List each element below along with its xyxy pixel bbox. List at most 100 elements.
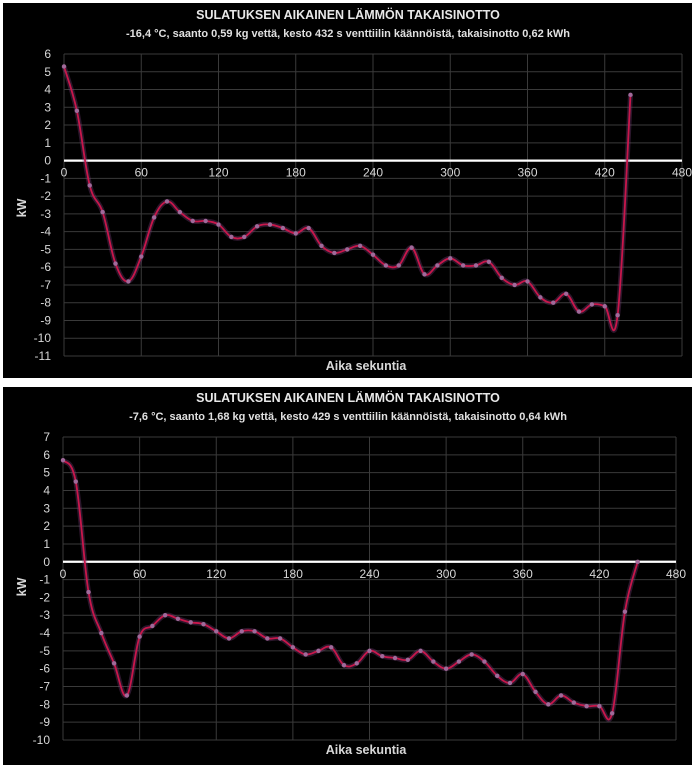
y-tick-label: -9 <box>40 313 51 327</box>
data-point <box>111 661 117 666</box>
y-tick-label: -8 <box>39 697 50 711</box>
chart-subtitle: -16,4 °C, saanto 0,59 kg vettä, kesto 43… <box>126 28 570 40</box>
data-point <box>584 703 589 709</box>
x-axis-label: Aika sekuntia <box>326 743 408 757</box>
data-point <box>499 275 504 281</box>
x-tick-label: 240 <box>363 166 383 180</box>
y-tick-label: -3 <box>40 207 51 221</box>
data-point <box>456 659 462 664</box>
y-tick-label: -4 <box>40 225 51 239</box>
data-point <box>383 263 389 268</box>
x-tick-label: 60 <box>133 567 147 581</box>
data-point <box>635 559 640 564</box>
data-point <box>188 620 193 625</box>
data-point <box>252 629 257 634</box>
x-tick-label: 120 <box>206 567 226 581</box>
data-point <box>538 295 543 300</box>
data-point <box>190 218 195 224</box>
data-point <box>354 661 359 666</box>
data-point <box>380 654 385 659</box>
data-point <box>74 108 80 114</box>
x-tick-label: 480 <box>672 166 692 180</box>
data-point <box>422 272 427 277</box>
data-point <box>290 645 296 650</box>
y-tick-label: 4 <box>44 83 51 97</box>
data-point <box>177 209 183 215</box>
y-tick-label: -10 <box>34 331 52 345</box>
y-tick-label: -6 <box>39 662 50 676</box>
x-tick-label: 180 <box>283 567 303 581</box>
data-point <box>277 636 283 641</box>
chart-title: SULATUKSEN AIKAINEN LÄMMÖN TAKAISINOTTO <box>196 7 500 22</box>
data-point <box>409 245 414 250</box>
data-point <box>576 309 582 314</box>
y-tick-label: 1 <box>44 136 51 150</box>
data-point <box>151 215 157 220</box>
chart-subtitle: -7,6 °C, saanto 1,68 kg vettä, kesto 429… <box>129 411 567 423</box>
y-tick-label: 5 <box>44 65 51 79</box>
x-axis-label: Aika sekuntia <box>326 359 408 373</box>
data-point <box>551 300 556 305</box>
data-point <box>469 652 474 657</box>
data-point <box>345 247 350 252</box>
y-axis-label: kW <box>15 577 29 596</box>
data-point <box>370 252 376 257</box>
data-point <box>242 234 247 240</box>
y-tick-label: -4 <box>39 626 50 640</box>
data-point <box>418 648 423 654</box>
data-point <box>558 693 564 698</box>
data-point <box>431 659 436 664</box>
x-tick-label: 360 <box>517 166 537 180</box>
data-point <box>61 64 67 69</box>
data-point <box>512 282 517 288</box>
y-tick-label: -5 <box>39 644 50 658</box>
data-point <box>589 302 595 307</box>
data-point <box>443 666 449 671</box>
data-point <box>60 457 66 463</box>
y-tick-label: -10 <box>33 733 51 747</box>
data-point <box>99 630 104 636</box>
y-tick-label: 5 <box>43 466 50 480</box>
series-line <box>62 459 639 721</box>
y-tick-label: 2 <box>43 519 50 533</box>
y-tick-label: -8 <box>40 296 51 310</box>
data-point <box>267 222 273 227</box>
data-point <box>124 693 130 698</box>
y-tick-label: -2 <box>40 189 51 203</box>
data-point <box>628 92 633 98</box>
data-point <box>175 616 181 621</box>
data-point <box>254 224 260 229</box>
x-tick-label: 240 <box>359 567 379 581</box>
y-tick-label: -1 <box>39 573 50 587</box>
data-point <box>602 304 607 309</box>
y-tick-label: 2 <box>44 118 51 132</box>
y-axis-label: kW <box>15 198 29 217</box>
data-point <box>139 254 144 259</box>
data-point <box>533 689 538 695</box>
data-point <box>214 629 219 634</box>
data-point <box>367 648 372 654</box>
data-point <box>473 263 479 268</box>
y-tick-label: 3 <box>43 501 50 515</box>
y-tick-label: 1 <box>43 537 50 551</box>
y-tick-label: -1 <box>40 171 51 185</box>
x-tick-label: 360 <box>513 567 533 581</box>
data-point <box>226 636 232 641</box>
data-point <box>396 263 401 268</box>
y-tick-label: -11 <box>35 349 52 363</box>
data-point <box>525 279 530 284</box>
y-tick-label: 7 <box>43 430 50 444</box>
chart-2: SULATUKSEN AIKAINEN LÄMMÖN TAKAISINOTTO … <box>15 390 686 757</box>
data-point <box>546 702 551 707</box>
data-point <box>201 621 206 627</box>
data-point <box>265 636 270 641</box>
data-point <box>341 662 347 668</box>
series-line <box>63 66 632 332</box>
x-tick-label: 120 <box>208 166 228 180</box>
data-point <box>319 243 324 249</box>
data-point <box>239 629 244 634</box>
x-tick-label: 0 <box>61 166 68 180</box>
data-point <box>87 183 92 188</box>
data-point <box>435 263 440 268</box>
data-point <box>100 209 105 215</box>
